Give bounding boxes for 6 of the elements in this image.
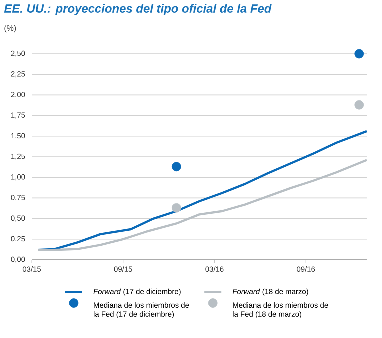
point	[172, 162, 182, 172]
point	[354, 49, 364, 59]
point	[172, 203, 182, 213]
point	[354, 100, 364, 110]
chart-title: EE. UU.: proyecciones del tipo oficial de la Fed	[4, 4, 272, 16]
line-series	[36, 159, 368, 252]
